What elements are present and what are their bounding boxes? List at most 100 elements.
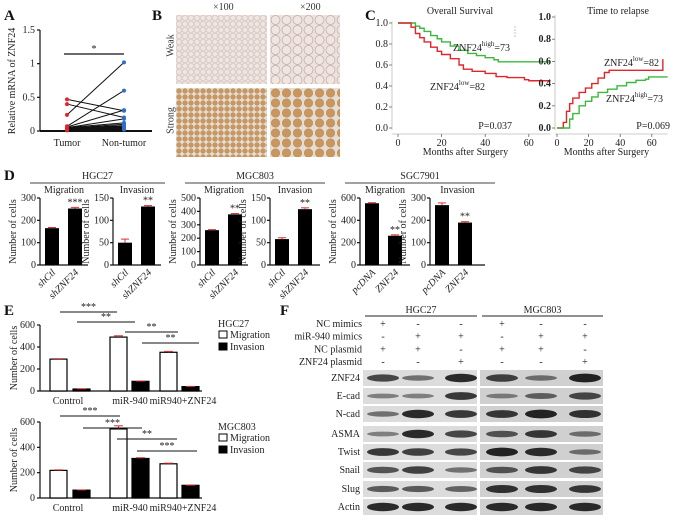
- y-tick-label: 1.5: [23, 25, 36, 36]
- km-curve-low: [398, 22, 551, 82]
- x-category-label: miR940+ZNF24: [150, 396, 217, 407]
- curve-label-high: ZNF24high=73: [606, 91, 663, 105]
- condition-label: NC mimics: [316, 319, 362, 330]
- curve-label-level: low: [459, 79, 470, 87]
- y-axis-label: Number of cells: [328, 199, 339, 264]
- x-tick-label: 40: [615, 138, 625, 149]
- protein-band: [445, 467, 477, 473]
- protein-band: [402, 502, 434, 512]
- condition-sign: +: [380, 319, 386, 330]
- curve-label-high: ZNF24high=73: [453, 40, 510, 54]
- condition-sign: +: [380, 344, 386, 355]
- condition-label: ZNF24 plasmid: [299, 357, 362, 368]
- ihc-image-weak-x200: [270, 15, 340, 84]
- km-curve-high: [557, 76, 668, 129]
- y-tick-label: 0.8: [539, 34, 552, 45]
- y-tick-label: 0.5: [23, 92, 36, 103]
- protein-label: ASMA: [331, 429, 361, 440]
- curve-label-low: ZNF24low=82: [604, 55, 659, 69]
- paired-line: [66, 118, 125, 129]
- y-tick-label: 500: [181, 193, 196, 204]
- bar-pcDNA: [435, 205, 449, 265]
- significance-marker: **: [460, 212, 470, 223]
- significance-marker: ***: [160, 441, 175, 452]
- y-tick-label: 400: [20, 342, 35, 353]
- x-tick-label: 0: [555, 138, 560, 149]
- bar-invasion: [181, 386, 200, 392]
- protein-band: [569, 392, 601, 400]
- y-tick-label: 200: [341, 238, 356, 249]
- condition-sign: +: [582, 357, 588, 368]
- y-tick-label: 0.4: [539, 79, 552, 90]
- x-category-label: pcDNA: [419, 267, 449, 297]
- x-axis-label: Months after Surgery: [423, 147, 508, 158]
- tumor-point: [65, 97, 69, 102]
- dotted-handle-icon: [514, 29, 516, 31]
- y-tick-label: 400: [20, 442, 35, 453]
- p-value: P=0.037: [478, 121, 512, 132]
- paired-line: [66, 122, 125, 129]
- curve-label-n: =73: [647, 94, 663, 105]
- protein-band: [367, 411, 399, 417]
- protein-band: [445, 448, 477, 456]
- curve-label-name: ZNF24: [606, 94, 635, 105]
- condition-sign: -: [416, 319, 419, 330]
- km-curve-high: [398, 22, 551, 63]
- condition-sign: -: [539, 357, 542, 368]
- x-tick-label: 0: [396, 138, 401, 149]
- y-tick-label: 200: [20, 364, 35, 375]
- y-tick-label: 0.0: [539, 123, 552, 134]
- y-tick-label: 400: [341, 215, 356, 226]
- legend-title: MGC803: [218, 422, 256, 433]
- y-tick-label: 50: [256, 238, 266, 249]
- non-tumor-point: [122, 108, 126, 113]
- panel-a-chart: 0 0.5 1 1.5 Relative mRNA of ZNF24 Tumor Non-t…: [7, 25, 152, 149]
- significance-marker: ***: [81, 302, 96, 313]
- condition-sign: +: [538, 332, 544, 343]
- curve-label-level: low: [633, 55, 644, 63]
- y-tick-label: 0: [30, 126, 35, 137]
- y-tick-label: 0.6: [376, 60, 389, 71]
- subplot-title: Invasion: [440, 185, 474, 196]
- y-axis-label: Number of cells: [238, 199, 249, 264]
- x-category-label: Tumor: [54, 138, 82, 149]
- y-axis-label: Number of cells: [9, 326, 20, 391]
- y-tick-label: 600: [341, 193, 356, 204]
- protein-band: [525, 430, 557, 438]
- paired-line: [66, 126, 125, 130]
- protein-band: [445, 373, 477, 383]
- protein-label: ZNF24: [331, 373, 360, 384]
- column-label-x200: ×200: [300, 2, 321, 13]
- y-tick-label: 1.0: [539, 12, 552, 23]
- y-tick-label: 0.2: [376, 102, 389, 113]
- protein-band: [569, 502, 601, 512]
- protein-band: [367, 393, 399, 399]
- protein-band: [367, 374, 399, 382]
- panel-label-c: C: [365, 8, 376, 24]
- x-tick-label: 20: [584, 138, 594, 149]
- bar-shZNF24: [141, 206, 155, 265]
- bar-invasion: [131, 380, 150, 392]
- condition-sign: -: [459, 319, 462, 330]
- y-tick-label: 0.6: [539, 56, 552, 67]
- panel-label-d: D: [4, 168, 15, 184]
- x-category-label: miR-940: [112, 503, 148, 514]
- y-tick-label: 100: [94, 215, 109, 226]
- y-tick-label: 100: [411, 238, 426, 249]
- panel-c-chart-1: Overall Survival 0.0 0.2 0.4 0.6 0.8 1.0 0 20 40 6…: [376, 6, 551, 158]
- protein-band: [525, 409, 557, 419]
- paired-line: [66, 128, 125, 131]
- protein-band: [525, 484, 557, 494]
- group-header: SGC7901: [400, 171, 439, 182]
- significance-marker: **: [147, 322, 157, 333]
- x-tick-label: 20: [437, 138, 447, 149]
- y-tick-label: 0: [421, 260, 426, 271]
- bar-invasion: [131, 457, 150, 499]
- protein-band: [402, 393, 434, 399]
- protein-band: [402, 375, 434, 381]
- x-tick-label: 60: [524, 138, 534, 149]
- protein-band: [525, 466, 557, 474]
- legend-swatch-invasion: [218, 445, 228, 454]
